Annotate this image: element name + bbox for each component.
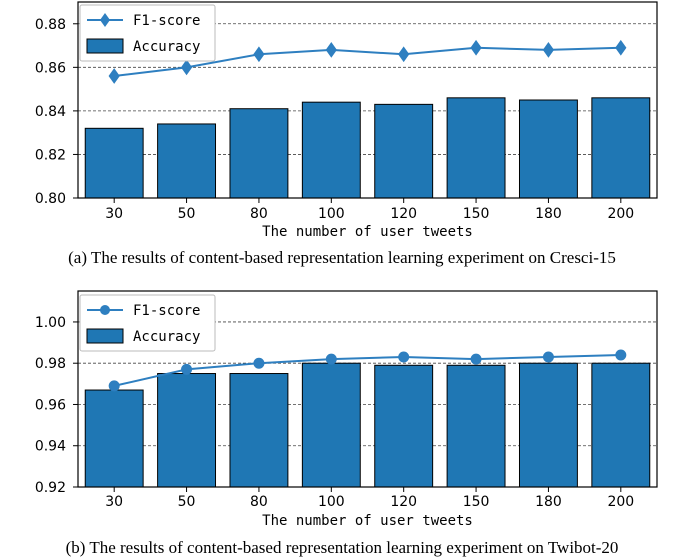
x-axis-label: The number of user tweets — [262, 224, 473, 240]
accuracy-bar — [229, 108, 289, 199]
f1-score-point — [615, 349, 627, 361]
y-tick-label: 0.96 — [35, 397, 66, 413]
x-tick-label: 180 — [535, 494, 562, 510]
x-tick-label: 120 — [390, 206, 417, 222]
caption-a: (a) The results of content-based represe… — [68, 248, 616, 267]
y-tick-label: 0.92 — [35, 480, 66, 496]
f1-score-point — [470, 39, 482, 56]
x-tick-label: 50 — [178, 206, 196, 222]
x-axis-label: The number of user tweets — [262, 513, 473, 529]
accuracy-bar — [518, 362, 578, 488]
accuracy-bar — [157, 373, 217, 488]
f1-score-point — [253, 357, 265, 369]
f1-score-point — [180, 59, 193, 76]
accuracy-bar — [374, 364, 434, 488]
f1-score-point — [398, 351, 410, 363]
accuracy-bar — [446, 97, 506, 199]
accuracy-bar — [518, 99, 578, 199]
f1-score-point — [325, 42, 337, 58]
legend-label-f1: F1-score — [133, 13, 200, 29]
x-tick-label: 120 — [390, 494, 417, 510]
f1-score-line — [113, 353, 621, 387]
f1-score-point — [470, 353, 482, 365]
accuracy-bar — [374, 103, 434, 199]
plot-frame — [77, 1, 658, 199]
f1-score-point — [181, 363, 193, 375]
x-tick-label: 150 — [463, 494, 490, 510]
accuracy-bar — [591, 97, 651, 199]
x-tick-label: 80 — [250, 206, 268, 222]
legend-label-f1: F1-score — [133, 303, 200, 319]
accuracy-bar — [301, 101, 361, 199]
y-tick-label: 0.82 — [35, 147, 66, 163]
x-tick-label: 200 — [607, 494, 634, 510]
f1-score-point — [542, 42, 555, 58]
legend-label-accuracy: Accuracy — [133, 39, 200, 55]
legend-label-accuracy: Accuracy — [133, 329, 200, 345]
x-tick-label: 100 — [318, 206, 345, 222]
accuracy-bar — [84, 389, 144, 488]
f1-score-point — [108, 68, 120, 84]
plot-frame — [77, 290, 658, 488]
f1-score-point — [542, 351, 554, 363]
f1-score-point — [398, 46, 410, 63]
x-tick-label: 100 — [318, 494, 345, 510]
x-tick-label: 30 — [105, 206, 123, 222]
x-tick-label: 180 — [535, 206, 562, 222]
accuracy-bar — [84, 127, 144, 199]
legend-marker — [100, 305, 110, 315]
legend-bar-swatch — [86, 328, 124, 344]
accuracy-bar — [591, 362, 651, 488]
accuracy-bar — [301, 362, 361, 488]
x-tick-label: 50 — [178, 494, 196, 510]
legend-bar-swatch — [86, 38, 124, 54]
x-tick-label: 200 — [607, 206, 634, 222]
chart-panel-b: 0.92 0.94 0.96 0.98 1.00 30 50 80 100 120 150 180 20… — [35, 290, 658, 529]
y-tick-label: 0.84 — [35, 104, 66, 120]
x-tick-label: 150 — [463, 206, 490, 222]
y-tick-label: 1.00 — [35, 315, 66, 331]
x-tick-label: 80 — [250, 494, 268, 510]
f1-score-point — [615, 39, 627, 56]
accuracy-bar — [446, 364, 506, 488]
f1-score-point — [108, 380, 120, 392]
chart-panel-a: 0.80 0.82 0.84 0.86 0.88 30 50 80 100 120 150 180 20… — [35, 1, 658, 240]
caption-b: (b) The results of content-based represe… — [66, 538, 619, 557]
y-tick-label: 0.88 — [35, 17, 66, 33]
accuracy-bar — [157, 123, 217, 199]
x-tick-label: 30 — [105, 494, 123, 510]
y-tick-label: 0.80 — [35, 191, 66, 207]
accuracy-bar — [229, 373, 289, 488]
f1-score-point — [325, 353, 337, 365]
f1-score-line — [114, 46, 621, 78]
y-tick-label: 0.94 — [35, 439, 66, 455]
y-tick-label: 0.98 — [35, 356, 66, 372]
f1-score-point — [253, 46, 265, 63]
y-tick-label: 0.86 — [35, 60, 66, 76]
legend-marker — [100, 13, 110, 27]
